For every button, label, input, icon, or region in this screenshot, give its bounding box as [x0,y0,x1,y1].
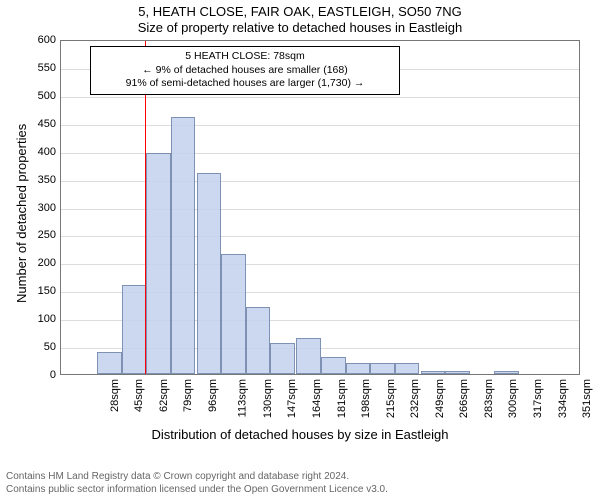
x-tick-label: 147sqm [287,379,299,418]
x-tick-label: 300sqm [508,379,520,418]
histogram-bar [445,371,470,374]
histogram-bar [171,117,196,374]
y-tick-label: 450 [26,118,56,130]
y-gridline [61,264,579,265]
x-axis-label: Distribution of detached houses by size … [0,427,600,442]
x-tick-label: 317sqm [532,379,544,418]
histogram-bar [97,352,122,374]
y-gridline [61,181,579,182]
histogram-bar [221,254,246,374]
histogram-bar [395,363,420,374]
y-tick-label: 550 [26,62,56,74]
x-tick-label: 351sqm [581,379,593,418]
annotation-line-3: 91% of semi-detached houses are larger (… [97,77,393,91]
footer-line-1: Contains HM Land Registry data © Crown c… [6,471,388,484]
histogram-bar [197,173,222,374]
x-tick-label: 215sqm [385,379,397,418]
x-tick-label: 62sqm [158,379,170,412]
histogram-bar [346,363,371,374]
y-tick-label: 250 [26,229,56,241]
x-tick-label: 249sqm [434,379,446,418]
y-tick-label: 150 [26,285,56,297]
y-gridline [61,97,579,98]
y-gridline [61,125,579,126]
y-tick-label: 400 [26,146,56,158]
y-tick-label: 100 [26,313,56,325]
annotation-line-2: ← 9% of detached houses are smaller (168… [97,64,393,78]
attribution-footer: Contains HM Land Registry data © Crown c… [6,471,388,496]
y-tick-label: 300 [26,202,56,214]
x-tick-label: 28sqm [109,379,121,412]
histogram-bar [122,285,147,374]
x-tick-label: 181sqm [336,379,348,418]
x-tick-label: 283sqm [483,379,495,418]
x-tick-label: 266sqm [458,379,470,418]
x-tick-label: 96sqm [207,379,219,412]
x-tick-label: 45sqm [133,379,145,412]
y-gridline [61,236,579,237]
x-tick-label: 79sqm [182,379,194,412]
y-tick-label: 500 [26,90,56,102]
annotation-line-1: 5 HEATH CLOSE: 78sqm [97,50,393,64]
y-tick-label: 50 [26,341,56,353]
x-tick-label: 334sqm [557,379,569,418]
y-gridline [61,153,579,154]
address-title: 5, HEATH CLOSE, FAIR OAK, EASTLEIGH, SO5… [0,0,600,20]
y-tick-label: 350 [26,174,56,186]
y-tick-label: 600 [26,34,56,46]
histogram-bar [321,357,346,374]
histogram-bar [296,338,321,374]
x-tick-label: 113sqm [237,379,249,417]
annotation-box: 5 HEATH CLOSE: 78sqm ← 9% of detached ho… [90,46,400,95]
chart-subtitle: Size of property relative to detached ho… [0,20,600,36]
y-gridline [61,209,579,210]
x-tick-label: 232sqm [409,379,421,418]
histogram-bar [246,307,271,374]
histogram-bar [421,371,446,374]
histogram-bar [146,153,171,374]
histogram-bar [494,371,519,374]
histogram-bar [270,343,295,374]
x-tick-label: 164sqm [311,379,323,418]
x-tick-label: 198sqm [360,379,372,418]
histogram-bar [370,363,395,374]
x-tick-label: 130sqm [262,379,274,418]
footer-line-2: Contains public sector information licen… [6,484,388,497]
y-tick-label: 0 [26,369,56,381]
y-tick-label: 200 [26,257,56,269]
chart-container: 5, HEATH CLOSE, FAIR OAK, EASTLEIGH, SO5… [0,0,600,500]
